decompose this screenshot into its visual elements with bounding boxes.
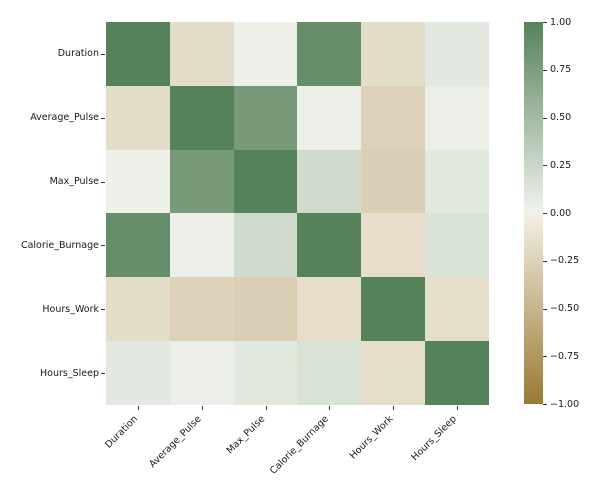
- heatmap-cell: [106, 213, 170, 278]
- heatmap-cell: [425, 149, 489, 214]
- heatmap-cell: [233, 149, 298, 214]
- heatmap-cell: [233, 341, 298, 405]
- y-tick-mark: [101, 117, 105, 119]
- heatmap-cell: [169, 149, 234, 214]
- colorbar-tick-mark: [543, 404, 547, 405]
- x-tick-label: Hours_Sleep: [409, 413, 459, 464]
- colorbar-tick-mark: [543, 356, 547, 358]
- x-tick-mark: [265, 406, 267, 410]
- y-tick-mark: [101, 53, 105, 55]
- heatmap-cell: [106, 22, 170, 86]
- y-tick-label: Hours_Sleep: [40, 367, 99, 379]
- heatmap-cell: [297, 341, 362, 405]
- colorbar-tick-label: −1.00: [550, 398, 580, 410]
- x-tick-label: Calorie_Burnage: [268, 413, 332, 477]
- colorbar-tick-mark: [543, 117, 547, 119]
- y-tick-mark: [101, 245, 105, 247]
- heatmap-cell: [425, 22, 489, 86]
- colorbar-tick-mark: [543, 69, 547, 71]
- y-tick-label: Max_Pulse: [49, 176, 99, 188]
- x-tick-mark: [329, 406, 331, 410]
- heatmap-cell: [297, 213, 362, 278]
- heatmap-cell: [361, 277, 426, 342]
- heatmap-cell: [233, 85, 298, 150]
- heatmap-cell: [169, 213, 234, 278]
- colorbar-gradient: [524, 22, 543, 404]
- heatmap-grid: [106, 22, 489, 405]
- heatmap-cell: [425, 341, 489, 405]
- heatmap-cell: [361, 213, 426, 278]
- heatmap-cell: [233, 277, 298, 342]
- colorbar-tick-mark: [543, 260, 547, 262]
- colorbar-tick-mark: [543, 165, 547, 167]
- x-tick-label: Hours_Work: [347, 413, 396, 462]
- y-tick-mark: [101, 373, 105, 375]
- colorbar-tick-label: 0.00: [550, 207, 572, 219]
- x-tick-label: Average_Pulse: [147, 413, 204, 471]
- x-tick-label: Max_Pulse: [224, 413, 268, 457]
- heatmap-cell: [425, 85, 489, 150]
- y-tick-mark: [101, 181, 105, 183]
- heatmap-cell: [169, 22, 234, 86]
- colorbar-tick-label: 1.00: [550, 16, 572, 28]
- colorbar-tick-label: −0.75: [550, 350, 580, 362]
- x-tick-label: Duration: [102, 413, 140, 451]
- heatmap-cell: [233, 213, 298, 278]
- heatmap-cell: [106, 277, 170, 342]
- colorbar-tick-label: 0.75: [550, 64, 572, 76]
- x-tick-mark: [137, 406, 139, 410]
- heatmap-cell: [106, 341, 170, 405]
- x-tick-mark: [201, 406, 203, 410]
- heatmap-cell: [425, 277, 489, 342]
- colorbar-tick-mark: [543, 213, 547, 214]
- colorbar-tick-label: −0.25: [550, 255, 580, 267]
- y-tick-label: Hours_Work: [42, 303, 99, 315]
- heatmap-cell: [361, 341, 426, 405]
- heatmap-cell: [361, 149, 426, 214]
- colorbar-tick-mark: [543, 22, 547, 23]
- colorbar-tick-label: −0.50: [550, 303, 580, 314]
- heatmap-cell: [106, 85, 170, 150]
- y-tick-label: Duration: [57, 48, 99, 60]
- heatmap-cell: [425, 213, 489, 278]
- x-tick-mark: [393, 406, 395, 410]
- heatmap-cell: [169, 341, 234, 405]
- heatmap-cell: [169, 85, 234, 150]
- y-tick-label: Calorie_Burnage: [20, 239, 99, 251]
- heatmap-cell: [297, 22, 362, 86]
- colorbar-tick-mark: [543, 308, 547, 310]
- heatmap-cell: [297, 85, 362, 150]
- heatmap-cell: [361, 85, 426, 150]
- heatmap-cell: [297, 149, 362, 214]
- y-tick-label: Average_Pulse: [30, 112, 99, 124]
- x-tick-mark: [457, 406, 459, 410]
- heatmap-cell: [233, 22, 298, 86]
- colorbar-tick-label: 0.50: [550, 112, 572, 123]
- heatmap-cell: [169, 277, 234, 342]
- y-tick-mark: [101, 309, 105, 311]
- colorbar-tick-label: 0.25: [550, 159, 572, 171]
- heatmap-cell: [361, 22, 426, 86]
- heatmap-cell: [297, 277, 362, 342]
- heatmap-cell: [106, 149, 170, 214]
